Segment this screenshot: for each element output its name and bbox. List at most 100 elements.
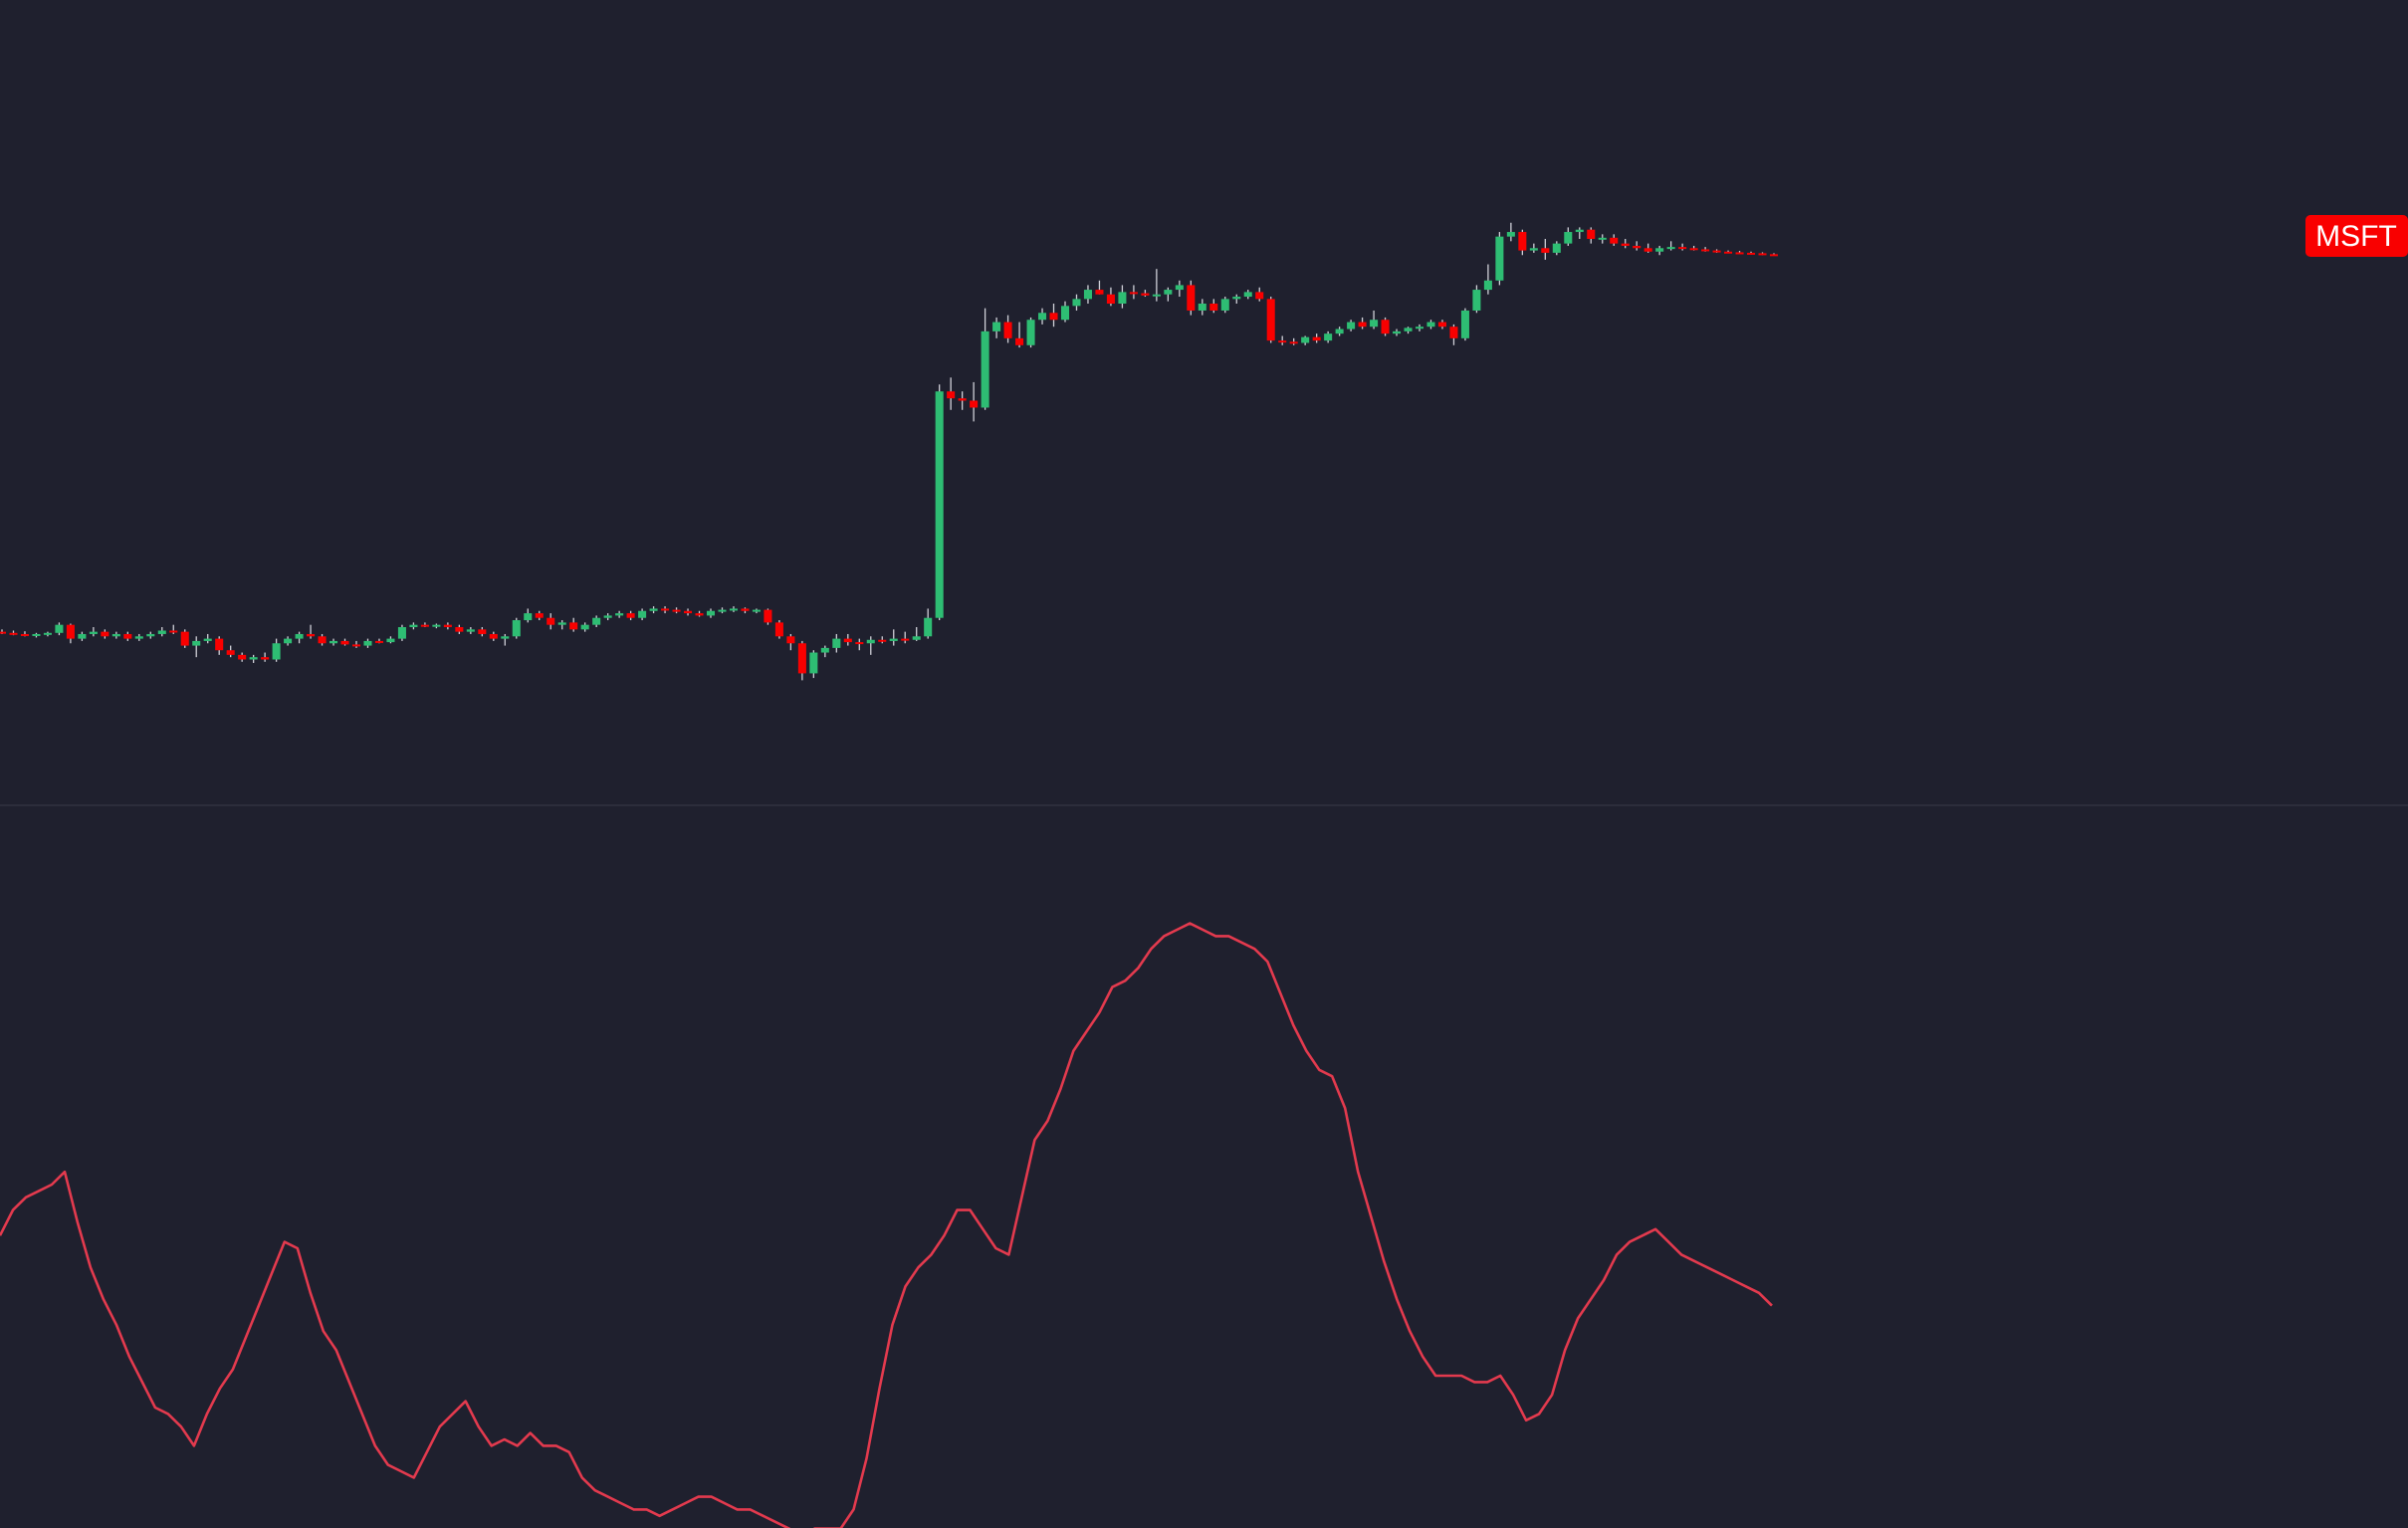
candle bbox=[1426, 320, 1435, 329]
candle bbox=[672, 607, 681, 614]
candle bbox=[1015, 322, 1024, 348]
candle-body bbox=[1335, 328, 1344, 334]
candle bbox=[786, 633, 795, 651]
candle-body bbox=[1472, 290, 1481, 311]
candle bbox=[146, 631, 155, 639]
candle-body bbox=[820, 647, 829, 653]
candle-body bbox=[1415, 327, 1424, 329]
candle-body bbox=[489, 633, 498, 639]
candle-body bbox=[351, 644, 361, 647]
candle-body bbox=[970, 400, 979, 408]
candle bbox=[706, 608, 716, 618]
candle-body bbox=[1701, 249, 1710, 252]
candle-body bbox=[866, 639, 875, 644]
candle-body bbox=[1266, 299, 1275, 341]
candle bbox=[363, 638, 372, 648]
indicator-pane[interactable] bbox=[0, 922, 1773, 1528]
candle bbox=[1003, 315, 1012, 343]
candle bbox=[420, 622, 429, 627]
candle bbox=[797, 640, 806, 681]
candle bbox=[101, 629, 109, 639]
candle-body bbox=[1209, 304, 1218, 311]
candle bbox=[512, 617, 521, 639]
candle bbox=[1415, 324, 1424, 331]
candle bbox=[1747, 251, 1756, 255]
candle bbox=[764, 608, 772, 625]
candle bbox=[535, 610, 544, 621]
candle-body bbox=[684, 610, 693, 614]
candle bbox=[1038, 308, 1047, 325]
candle-body bbox=[603, 615, 612, 618]
candle-body bbox=[101, 631, 109, 637]
candle-body bbox=[307, 633, 316, 637]
candle bbox=[318, 633, 327, 646]
candle bbox=[1643, 243, 1652, 253]
candle bbox=[626, 610, 635, 621]
candle bbox=[43, 631, 52, 637]
candle-body bbox=[409, 624, 418, 627]
candle bbox=[1164, 287, 1173, 302]
candle bbox=[89, 627, 98, 637]
candle-body bbox=[180, 631, 189, 646]
candle-body bbox=[981, 330, 989, 408]
candle-body bbox=[226, 650, 235, 655]
candle-body bbox=[55, 624, 64, 633]
candle-body bbox=[1106, 294, 1115, 304]
candle-body bbox=[512, 620, 521, 637]
candle bbox=[1335, 327, 1344, 336]
candle bbox=[1666, 241, 1675, 251]
candle-body bbox=[901, 638, 910, 641]
candle bbox=[1621, 239, 1630, 249]
candle bbox=[729, 606, 738, 612]
candle bbox=[1083, 285, 1092, 304]
candle-body bbox=[1575, 229, 1584, 233]
ticker-badge: MSFT bbox=[2305, 215, 2408, 257]
candle-body bbox=[192, 640, 201, 646]
candle bbox=[638, 608, 647, 621]
candle bbox=[261, 652, 270, 662]
candle-body bbox=[1758, 253, 1767, 256]
candle-body bbox=[1060, 306, 1070, 321]
candle bbox=[386, 636, 395, 644]
candle bbox=[1209, 299, 1218, 314]
candle bbox=[1575, 227, 1584, 239]
candle bbox=[1712, 249, 1721, 253]
candle-body bbox=[501, 636, 510, 639]
candle-body bbox=[615, 613, 624, 616]
candle-body bbox=[947, 391, 956, 399]
candle bbox=[215, 636, 224, 655]
candle-body bbox=[1255, 292, 1264, 300]
candle bbox=[1437, 320, 1446, 329]
candle bbox=[1278, 335, 1287, 345]
candle bbox=[970, 381, 979, 422]
candle-body bbox=[443, 624, 452, 627]
candle-body bbox=[1633, 245, 1642, 249]
candle-body bbox=[535, 613, 544, 618]
candle-body bbox=[741, 608, 750, 611]
candle-body bbox=[1518, 232, 1527, 251]
candle bbox=[249, 654, 258, 663]
candle bbox=[432, 623, 441, 629]
candle-body bbox=[1437, 322, 1446, 327]
candle bbox=[489, 631, 498, 641]
candle-body bbox=[455, 627, 464, 632]
oscillator-line bbox=[0, 922, 1773, 1528]
candle-body bbox=[169, 630, 178, 633]
candle-body bbox=[924, 617, 933, 637]
candle bbox=[1141, 290, 1150, 298]
candle bbox=[524, 608, 533, 623]
candle bbox=[1358, 317, 1367, 329]
candle bbox=[1483, 264, 1492, 295]
candle-body bbox=[1655, 248, 1664, 252]
candle-body bbox=[1643, 248, 1652, 252]
candle bbox=[1404, 327, 1413, 334]
price-pane[interactable] bbox=[0, 222, 1779, 681]
candle-body bbox=[1393, 330, 1402, 334]
candle-body bbox=[1164, 290, 1173, 295]
candle bbox=[580, 622, 589, 632]
candle-body bbox=[774, 622, 783, 637]
candle-body bbox=[420, 624, 429, 627]
candle bbox=[569, 617, 578, 632]
candle-body bbox=[797, 643, 806, 674]
